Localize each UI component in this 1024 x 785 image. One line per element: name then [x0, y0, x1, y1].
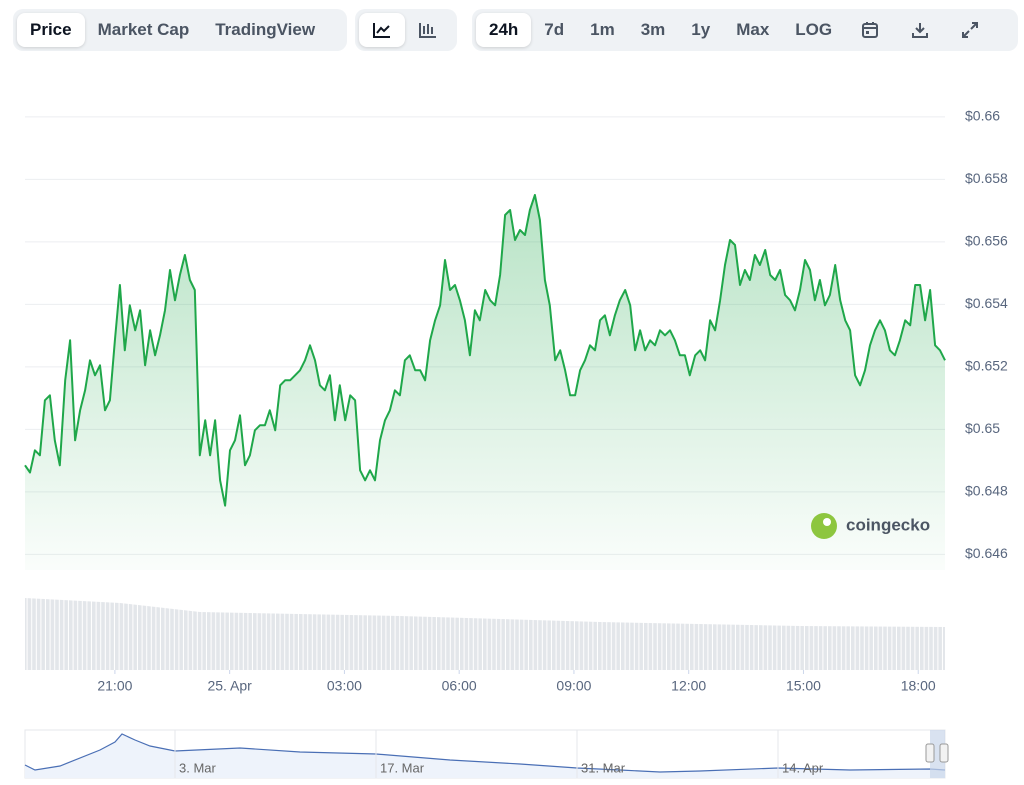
navigator-label: 31. Mar	[581, 760, 626, 775]
gecko-eye	[823, 518, 831, 526]
calendar-icon	[862, 22, 879, 38]
navigator-label: 17. Mar	[380, 760, 425, 775]
download-button[interactable]	[895, 13, 945, 47]
view-tabs: Price Market Cap TradingView	[13, 9, 347, 51]
candle-chart-button[interactable]	[405, 13, 451, 47]
candle-icon	[419, 23, 436, 38]
navigator-handle[interactable]	[939, 743, 949, 763]
expand-icon	[962, 22, 979, 38]
line-chart-button[interactable]	[359, 13, 405, 47]
range-button[interactable]: Max	[736, 20, 770, 39]
y-tick-label: $0.652	[965, 358, 1008, 374]
range-button[interactable]: 7d	[544, 20, 565, 39]
y-tick-label: $0.66	[965, 108, 1000, 124]
price-line	[24, 194, 946, 507]
calendar-button[interactable]	[845, 13, 895, 47]
x-tick-label: 25. Apr	[207, 678, 252, 694]
y-tick-label: $0.65	[965, 420, 1000, 436]
range-button[interactable]: 3m	[640, 20, 666, 39]
fullscreen-button[interactable]	[945, 13, 995, 47]
volume-bars	[25, 598, 945, 670]
range-button[interactable]: 1y	[691, 20, 711, 39]
x-tick-label: 06:00	[442, 678, 477, 694]
navigator-frame	[24, 729, 946, 779]
price-area	[25, 195, 945, 570]
tab[interactable]: Price	[17, 13, 85, 47]
range-button[interactable]: LOG	[795, 20, 833, 39]
x-tick-label: 03:00	[327, 678, 362, 694]
y-tick-label: $0.658	[965, 170, 1008, 186]
navigator-selection[interactable]	[930, 730, 945, 778]
navigator-label: 3. Mar	[179, 760, 217, 775]
tab[interactable]: Market Cap	[97, 20, 190, 39]
tab[interactable]: TradingView	[215, 20, 316, 39]
line-icon	[373, 23, 390, 38]
range-button[interactable]: 1m	[590, 20, 615, 39]
x-tick-label: 09:00	[556, 678, 591, 694]
range-button[interactable]: 24h	[476, 13, 532, 47]
x-tick-label: 21:00	[97, 678, 132, 694]
x-tick-label: 15:00	[786, 678, 821, 694]
navigator-label: 14. Apr	[782, 760, 824, 775]
navigator-line	[24, 733, 946, 773]
navigator: 3. Mar 17. Mar 31. Mar 14. Apr	[24, 729, 949, 779]
y-tick-label: $0.646	[965, 545, 1008, 561]
gecko-logo	[811, 513, 837, 539]
x-tick-label: 12:00	[671, 678, 706, 694]
chart-style	[355, 9, 457, 51]
y-tick-label: $0.656	[965, 233, 1008, 249]
watermark-text: coingecko	[846, 515, 930, 534]
download-icon	[912, 23, 929, 38]
y-tick-label: $0.648	[965, 483, 1008, 499]
plot: $0.66 $0.658 $0.656 $0.654 $0.652 $0.65 $0.648…	[24, 108, 1008, 694]
navigator-area	[25, 734, 945, 778]
range-bar: 24h 7d 1m 3m 1y Max LOG	[472, 9, 1018, 51]
watermark: coingecko	[811, 513, 930, 539]
x-tick-label: 18:00	[901, 678, 936, 694]
y-tick-label: $0.654	[965, 295, 1008, 311]
navigator-handle[interactable]	[925, 743, 935, 763]
